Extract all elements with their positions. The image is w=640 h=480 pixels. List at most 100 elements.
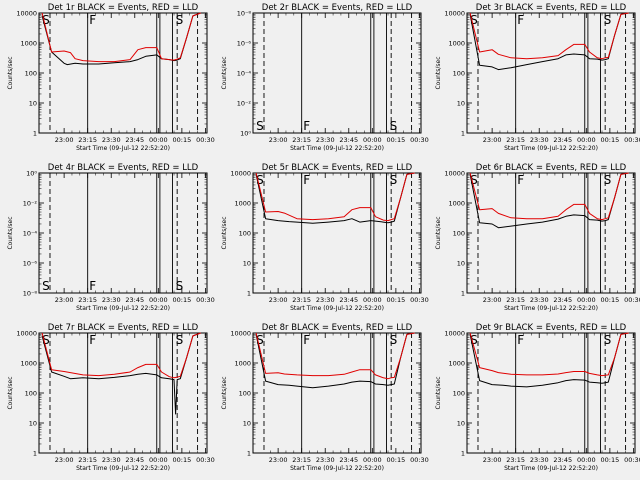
y-tick-label: 10⁻⁶	[237, 40, 252, 48]
segment-marker-f: F	[517, 173, 524, 187]
x-tick-label: 23:00	[483, 136, 502, 144]
y-tick-label: 1	[33, 450, 37, 458]
x-tick-label: 23:30	[102, 296, 121, 304]
y-axis-label: Counts/sec	[7, 216, 14, 249]
x-tick-label: 00:15	[601, 456, 620, 464]
y-axis-label: Counts/sec	[221, 216, 228, 249]
x-tick-label: 23:30	[316, 456, 335, 464]
y-tick-label: 100	[453, 390, 465, 398]
segment-marker-s: S	[390, 333, 398, 347]
x-tick-label: 00:30	[624, 296, 640, 304]
y-tick-label: 1000	[448, 40, 465, 48]
y-axis-label: Counts/sec	[435, 376, 442, 409]
x-tick-label: 23:00	[55, 136, 74, 144]
x-tick-label: 23:15	[292, 296, 311, 304]
x-tick-label: 00:30	[624, 456, 640, 464]
lld-series-line	[255, 172, 415, 222]
segment-marker-s: S	[42, 333, 50, 347]
plot-frame	[38, 332, 208, 454]
x-tick-label: 00:30	[410, 296, 429, 304]
x-tick-label: 00:00	[149, 296, 168, 304]
x-tick-label: 00:00	[577, 296, 596, 304]
x-axis-label: Start Time (09-Jul-12 22:52:20)	[290, 305, 384, 312]
panel-title: Det 2r BLACK = Events, RED = LLD	[262, 3, 413, 13]
y-tick-label: 100	[453, 230, 465, 238]
x-tick-label: 23:45	[553, 136, 572, 144]
x-tick-label: 00:15	[173, 456, 192, 464]
segment-marker-f: F	[303, 333, 310, 347]
segment-marker-s: S	[256, 333, 264, 347]
y-tick-label: 100	[239, 390, 251, 398]
x-tick-label: 23:30	[530, 456, 549, 464]
y-tick-label: 10	[243, 420, 251, 428]
y-tick-label: 10000	[444, 10, 465, 18]
x-tick-label: 00:30	[196, 136, 215, 144]
y-axis-label: Counts/sec	[221, 56, 228, 89]
x-tick-label: 23:30	[102, 456, 121, 464]
x-tick-label: 00:15	[601, 136, 620, 144]
events-series-line	[469, 332, 629, 388]
y-tick-label: 100	[25, 390, 37, 398]
y-tick-label: 10⁻⁴	[23, 230, 38, 238]
x-tick-label: 00:00	[149, 136, 168, 144]
x-tick-label: 00:30	[410, 136, 429, 144]
y-tick-label: 1000	[234, 360, 251, 368]
y-axis-label: Counts/sec	[7, 376, 14, 409]
events-series-line	[255, 332, 415, 389]
x-tick-label: 00:15	[601, 296, 620, 304]
x-tick-label: 23:15	[506, 456, 525, 464]
y-tick-label: 1000	[234, 200, 251, 208]
panel-title: Det 5r BLACK = Events, RED = LLD	[262, 163, 413, 173]
panel-2: Det 2r BLACK = Events, RED = LLD 10⁰ 10⁻² 1…	[221, 3, 429, 152]
x-tick-label: 23:15	[506, 136, 525, 144]
x-tick-label: 23:15	[292, 136, 311, 144]
y-tick-label: 1000	[448, 200, 465, 208]
panel-1: Det 1r BLACK = Events, RED = LLD 1 10 100 10…	[7, 3, 215, 152]
y-tick-label: 10000	[230, 330, 251, 338]
x-tick-label: 00:00	[149, 456, 168, 464]
x-tick-label: 23:15	[78, 136, 97, 144]
x-tick-label: 23:15	[506, 296, 525, 304]
x-tick-label: 23:00	[55, 456, 74, 464]
plot-frame	[252, 172, 422, 294]
segment-marker-f: F	[89, 13, 96, 27]
y-tick-label: 10	[29, 420, 37, 428]
x-tick-label: 23:45	[125, 456, 144, 464]
x-tick-label: 23:45	[339, 136, 358, 144]
lld-series-line	[469, 332, 629, 377]
y-tick-label: 10⁻⁸	[237, 10, 252, 18]
x-tick-label: 23:45	[125, 296, 144, 304]
y-tick-label: 10⁻⁸	[23, 290, 38, 298]
y-tick-label: 1	[461, 130, 465, 138]
x-tick-label: 23:00	[269, 136, 288, 144]
x-tick-label: 00:30	[196, 296, 215, 304]
plot-frame	[252, 332, 422, 454]
x-axis-label: Start Time (09-Jul-12 22:52:20)	[76, 145, 170, 152]
x-axis-label: Start Time (09-Jul-12 22:52:20)	[504, 145, 598, 152]
segment-marker-s: S	[42, 279, 50, 293]
segment-marker-s: S	[176, 333, 184, 347]
lld-series-line	[469, 12, 629, 60]
panel-7: Det 7r BLACK = Events, RED = LLD 1 10 100 10…	[7, 323, 215, 472]
y-tick-label: 1	[33, 130, 37, 138]
segment-marker-s: S	[176, 13, 184, 27]
x-tick-label: 00:00	[363, 296, 382, 304]
y-tick-label: 10⁻⁴	[237, 70, 252, 78]
events-series-line	[41, 332, 201, 415]
x-axis-label: Start Time (09-Jul-12 22:52:20)	[290, 145, 384, 152]
x-tick-label: 00:00	[363, 136, 382, 144]
y-tick-label: 100	[239, 230, 251, 238]
y-tick-label: 100	[453, 70, 465, 78]
y-tick-label: 1000	[20, 40, 37, 48]
y-axis-label: Counts/sec	[435, 216, 442, 249]
x-axis-label: Start Time (09-Jul-12 22:52:20)	[76, 305, 170, 312]
panel-title: Det 8r BLACK = Events, RED = LLD	[262, 323, 413, 333]
x-tick-label: 23:45	[339, 296, 358, 304]
y-tick-label: 10	[457, 100, 465, 108]
x-tick-label: 00:15	[173, 296, 192, 304]
panel-9: Det 9r BLACK = Events, RED = LLD 1 10 100 10…	[435, 323, 640, 472]
x-axis-label: Start Time (09-Jul-12 22:52:20)	[504, 305, 598, 312]
x-tick-label: 00:00	[577, 456, 596, 464]
x-tick-label: 00:15	[387, 296, 406, 304]
y-tick-label: 10	[457, 260, 465, 268]
